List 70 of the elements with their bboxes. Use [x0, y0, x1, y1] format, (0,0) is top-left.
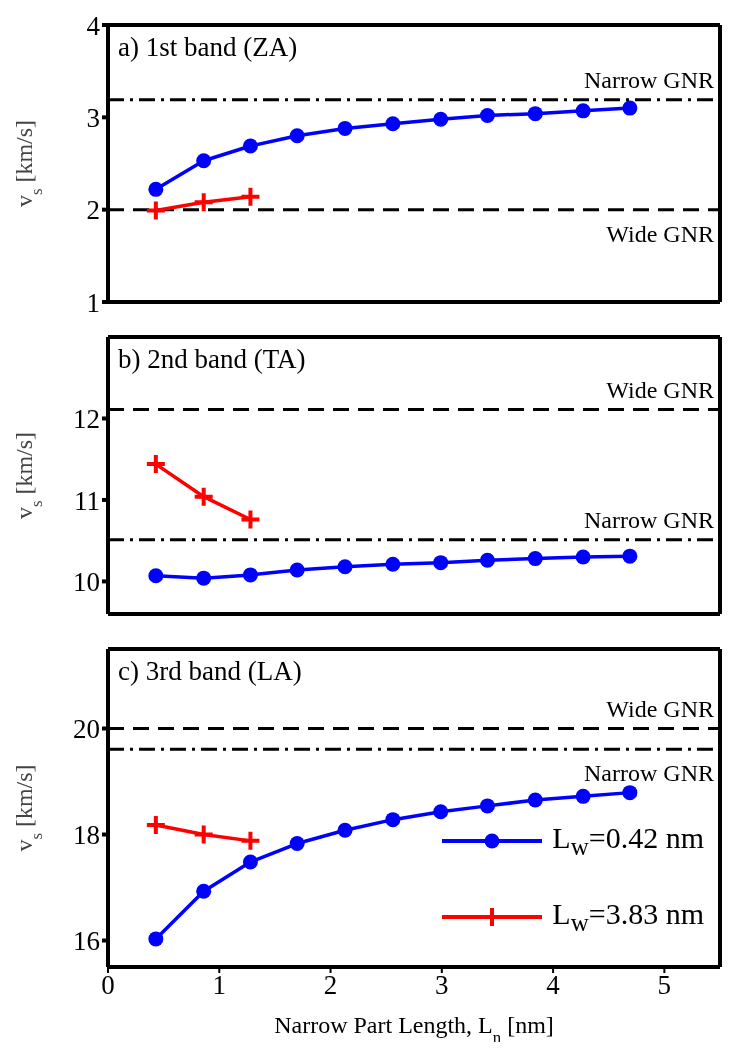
x-tick-label: 4 — [546, 970, 561, 1001]
y-tick-label: 11 — [74, 485, 100, 516]
point — [479, 552, 495, 568]
ref-line-label: Wide GNR — [606, 220, 714, 247]
point — [192, 823, 215, 846]
ref-line-label: Narrow GNR — [584, 760, 714, 787]
point — [385, 812, 401, 828]
point — [239, 829, 262, 852]
chart-title: b) 2nd band (TA) — [118, 344, 306, 375]
point — [479, 107, 495, 123]
point — [433, 804, 449, 820]
point — [575, 788, 591, 804]
point — [337, 559, 353, 575]
point — [385, 116, 401, 132]
point — [622, 100, 638, 116]
point — [148, 568, 164, 584]
point — [575, 549, 591, 565]
y-tick-label: 12 — [73, 404, 100, 435]
point — [148, 931, 164, 947]
point — [196, 570, 212, 586]
point — [433, 111, 449, 127]
x-tick-label: 0 — [101, 970, 115, 1001]
point — [622, 785, 638, 801]
point — [622, 548, 638, 564]
point — [289, 836, 305, 852]
x-tick-label: 2 — [323, 970, 338, 1001]
point — [479, 798, 495, 814]
y-tick-label: 1 — [86, 287, 100, 318]
point — [239, 508, 262, 531]
point — [337, 120, 353, 136]
y-tick-label: 16 — [73, 926, 100, 957]
y-tick-label: 3 — [86, 102, 100, 133]
point — [144, 453, 167, 476]
chart-title: c) 3rd band (LA) — [118, 656, 302, 687]
point — [289, 562, 305, 578]
ref-line-label: Narrow GNR — [584, 506, 714, 533]
x-tick-label: 5 — [657, 970, 672, 1001]
ref-line-label: Narrow GNR — [584, 66, 714, 93]
y-tick-label: 10 — [73, 567, 100, 597]
point — [527, 106, 543, 122]
chart-title: a) 1st band (ZA) — [118, 32, 298, 63]
point — [144, 813, 167, 836]
point — [242, 138, 258, 154]
point — [148, 181, 164, 197]
y-tick-label: 4 — [86, 10, 101, 41]
point — [242, 567, 258, 583]
point — [527, 792, 543, 808]
point — [196, 883, 212, 899]
point — [385, 556, 401, 572]
legend-label: L$_{w}$=3.83 nm — [552, 897, 704, 937]
point — [239, 185, 262, 208]
x-tick-label: 1 — [212, 970, 227, 1001]
point — [144, 199, 167, 222]
ref-line-label: Wide GNR — [606, 376, 714, 403]
point — [433, 555, 449, 571]
y-tick-label: 20 — [73, 714, 100, 745]
legend-label: L$_{w}$=0.42 nm — [552, 821, 704, 861]
y-tick-label: 2 — [86, 195, 100, 226]
ref-line-label: Wide GNR — [606, 695, 714, 722]
point — [192, 485, 215, 508]
x-axis-title: Narrow Part Length, L$_{n}$ [nm] — [274, 1012, 554, 1047]
point — [196, 153, 212, 169]
point — [192, 191, 215, 214]
point — [527, 551, 543, 567]
point — [575, 103, 591, 119]
point — [242, 854, 258, 870]
point — [337, 822, 353, 838]
x-tick-label: 3 — [435, 970, 449, 1001]
point — [289, 128, 305, 144]
y-tick-label: 18 — [73, 820, 100, 851]
